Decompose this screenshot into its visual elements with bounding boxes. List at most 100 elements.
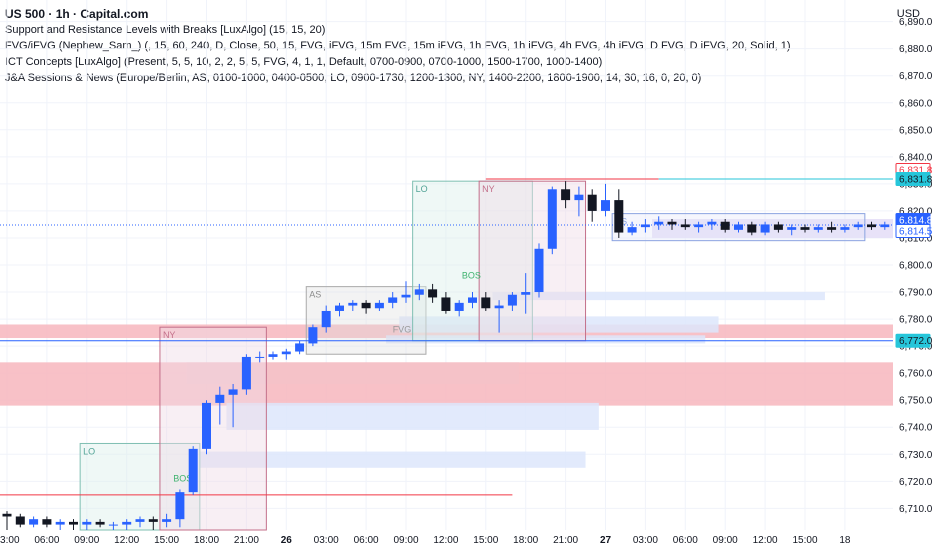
time-tick-label: 18:00 [194, 535, 219, 546]
symbol-title[interactable]: US 500 · 1h · Capital.com [5, 7, 149, 21]
time-tick-label: 06:00 [354, 535, 379, 546]
candle-body [202, 402, 211, 449]
candle-body [840, 227, 850, 230]
price-tick-label: 6,860.0 [899, 98, 932, 109]
time-tick-label: 26 [281, 535, 293, 546]
session-label: NY [482, 184, 495, 194]
time-tick-label: 09:00 [393, 535, 418, 546]
time-tick-label: 03:00 [633, 535, 658, 546]
price-tick-label: 6,850.0 [899, 125, 932, 136]
price-tag-box [895, 223, 931, 238]
price-tick-label: 6,880.0 [899, 44, 932, 55]
fvg-zone [186, 362, 520, 384]
time-tick-label: 15:00 [792, 535, 817, 546]
price-axis[interactable]: 6,710.0 6,720.0 6,730.0 6,740.0 6,750.0 6,760… [899, 17, 932, 515]
candle-body [601, 200, 610, 211]
time-tick-label: 18 [839, 535, 851, 546]
time-tick-label: 18:00 [513, 535, 538, 546]
candle-body [135, 519, 145, 522]
candle-body [587, 194, 597, 211]
price-tick-label: 6,750.0 [899, 396, 932, 407]
price-tick-label: 6,720.0 [899, 477, 932, 488]
candle-body [468, 297, 477, 303]
time-tick-label: 27 [600, 535, 612, 546]
currency-label[interactable]: USD [896, 8, 920, 20]
time-tick-label: 09:00 [713, 535, 738, 546]
candle-body [760, 224, 770, 233]
price-tick-label: 6,820.0 [899, 206, 932, 217]
price-tag-label: 6,814.5 [899, 226, 932, 237]
fvg-zone [492, 292, 825, 301]
candle-body [720, 221, 730, 230]
candle-body [69, 521, 78, 525]
candle-body [95, 521, 105, 525]
candle-body [428, 289, 438, 298]
candle-body [148, 519, 158, 522]
candles[interactable] [2, 181, 890, 530]
candle-body [707, 221, 717, 225]
candle-body [481, 297, 491, 309]
indicator-legend-1[interactable]: Support and Resistance Levels with Break… [5, 24, 326, 36]
price-tag-label: 6,831.8 [899, 166, 932, 177]
fvg-zone [386, 335, 706, 344]
session-label: AS [309, 290, 321, 300]
candle-body [867, 224, 876, 228]
candle-body [122, 521, 132, 525]
price-tag: 6,772.0 [895, 333, 932, 348]
candle-body [42, 519, 52, 525]
price-tick-label: 6,800.0 [899, 261, 932, 272]
candle-body [295, 343, 305, 352]
candle-body [268, 354, 278, 357]
candle-body [215, 394, 225, 403]
candle-body [388, 297, 398, 303]
price-tick-label: 6,740.0 [899, 423, 932, 434]
fvg-zone [199, 451, 586, 468]
price-tag: 6,831.8 [895, 172, 932, 187]
time-tick-label: 12:00 [114, 535, 139, 546]
price-tag-label: 6,772.0 [899, 336, 932, 347]
candle-body [773, 224, 783, 230]
candle-body [281, 351, 291, 355]
price-tag-label: 6,814.8 [899, 215, 932, 226]
time-tick-label: 06:00 [673, 535, 698, 546]
price-tag-box [895, 172, 931, 187]
candle-body [574, 194, 584, 201]
candle-body [108, 524, 118, 526]
candle-body [321, 310, 331, 328]
candle-body [787, 227, 797, 230]
candle-body [255, 356, 265, 358]
candle-body [680, 224, 690, 228]
session-label: LO [416, 184, 428, 194]
candle-body [627, 227, 637, 233]
session-label: LO [83, 446, 95, 456]
time-tick-label: 09:00 [74, 535, 99, 546]
candle-body [162, 519, 172, 522]
candle-body [335, 305, 344, 311]
candle-body [734, 224, 743, 230]
time-tick-label: 12:00 [433, 535, 458, 546]
candle-body [308, 327, 318, 344]
candle-body [374, 302, 384, 309]
time-tick-label: 06:00 [34, 535, 59, 546]
indicator-legend-4[interactable]: J&A Sessions & News (Europe/Berlin, AS, … [5, 72, 702, 84]
candle-body [29, 519, 39, 525]
candle-body [241, 356, 251, 390]
price-tick-label: 6,760.0 [899, 369, 932, 380]
candle-body [534, 248, 544, 293]
candle-body [361, 302, 371, 309]
time-tick-label: 03:00 [0, 535, 20, 546]
price-tick-label: 6,710.0 [899, 504, 932, 515]
candle-body [15, 516, 25, 525]
time-tick-label: 15:00 [154, 535, 179, 546]
time-axis[interactable]: 03:00 06:00 09:00 12:00 15:00 18:00 21:00 26 03:… [0, 535, 851, 546]
indicator-legend-3[interactable]: ICT Concepts [LuxAlgo] (Present, 5, 5, 1… [5, 56, 603, 68]
candle-body [561, 189, 571, 201]
candle-body [55, 521, 65, 525]
candle-body [654, 221, 664, 225]
price-tick-label: 6,840.0 [899, 152, 932, 163]
annotation-label: FVG [393, 325, 412, 335]
candle-body [547, 189, 557, 249]
candle-body [507, 294, 517, 306]
price-tags: 6,831.86,831.8 6,814.86,814.5 6,772.0 [895, 163, 932, 348]
